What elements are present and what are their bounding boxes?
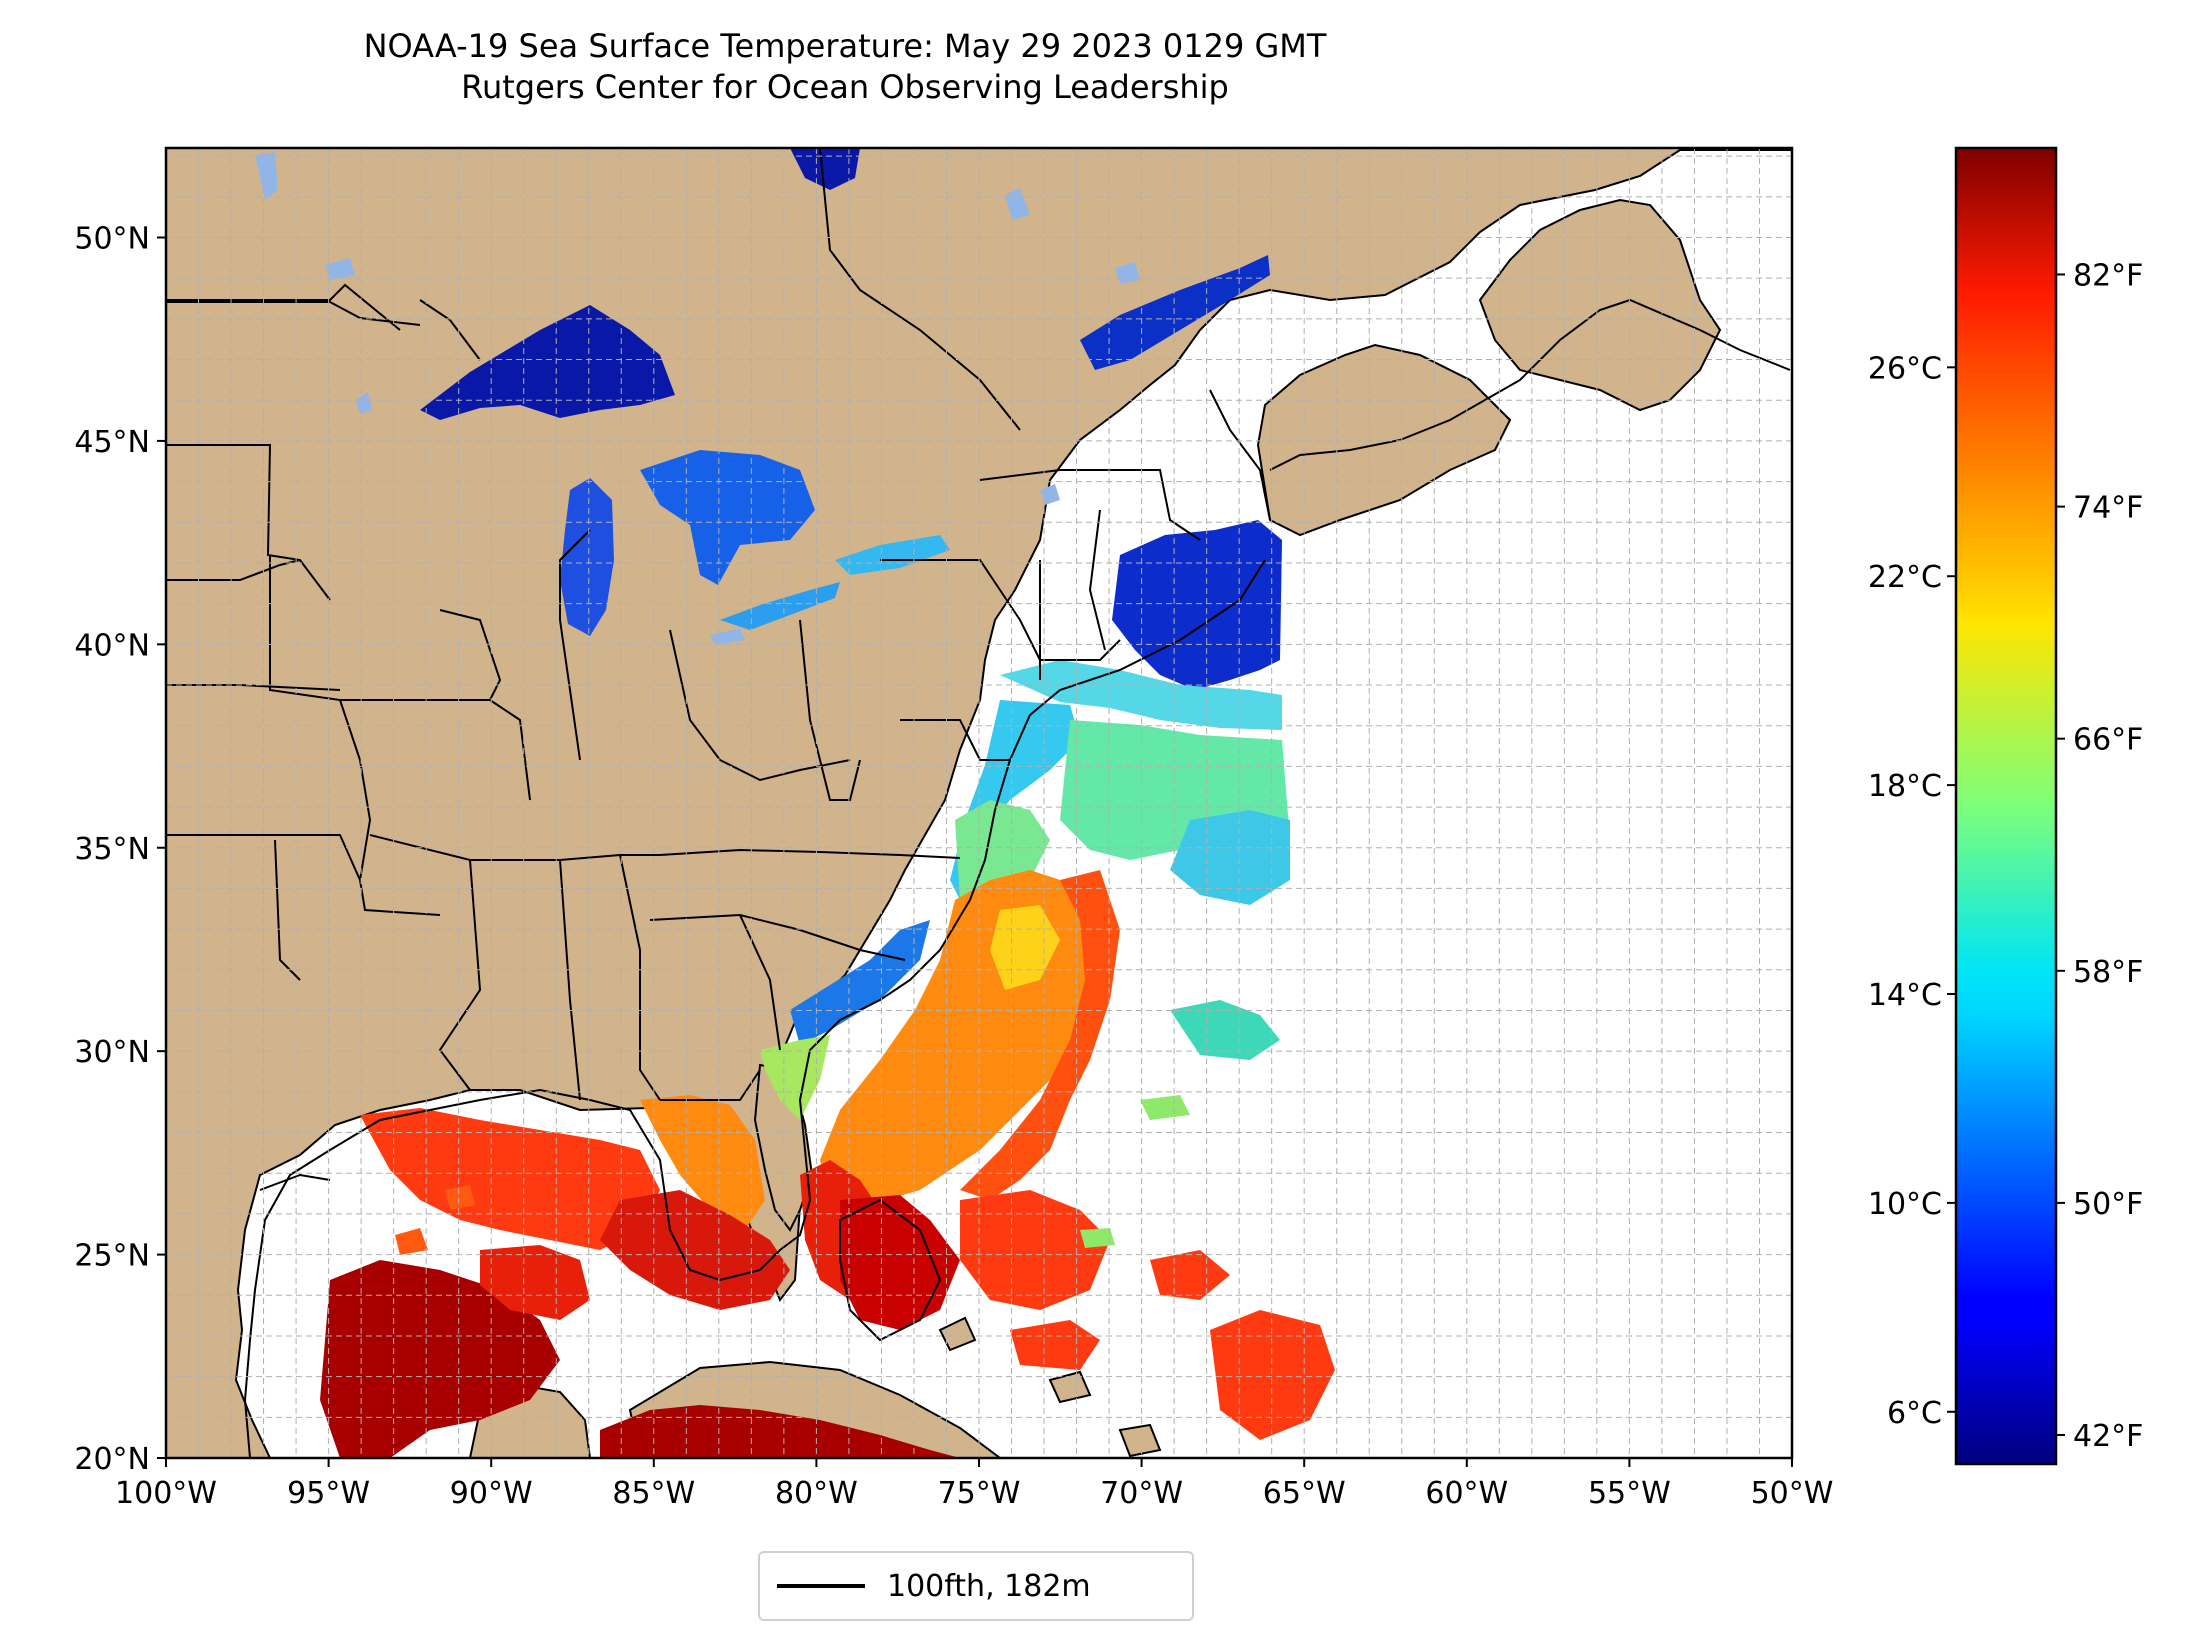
y-axis-ticks: 20°N 25°N 30°N 35°N 40°N 45°N 50°N bbox=[74, 222, 166, 1477]
colorbar-f-tick-label: 66°F bbox=[2073, 723, 2143, 758]
y-tick-label: 20°N bbox=[74, 1442, 150, 1477]
gulf-north-red bbox=[360, 1108, 660, 1250]
y-tick-label: 30°N bbox=[74, 1035, 150, 1070]
south-atlantic-sst bbox=[760, 870, 1335, 1440]
colorbar-c-tick-label: 10°C bbox=[1868, 1187, 1942, 1222]
political-boundaries bbox=[166, 148, 1271, 1101]
x-tick-label: 50°W bbox=[1751, 1476, 1834, 1511]
x-tick-label: 55°W bbox=[1588, 1476, 1671, 1511]
atlantic-patches bbox=[960, 1190, 1335, 1440]
bahamas-warm bbox=[840, 1195, 960, 1330]
x-tick-label: 70°W bbox=[1100, 1476, 1183, 1511]
x-tick-label: 75°W bbox=[938, 1476, 1021, 1511]
gulf-east-red bbox=[600, 1190, 790, 1310]
colorbar-f-tick-label: 42°F bbox=[2073, 1419, 2143, 1454]
colorbar-f-tick-label: 58°F bbox=[2073, 955, 2143, 990]
sargasso-red-orange bbox=[960, 870, 1120, 1200]
atlantic-cool-patches bbox=[1170, 1000, 1280, 1060]
x-tick-label: 95°W bbox=[287, 1476, 370, 1511]
gulf-west-fragment bbox=[395, 1185, 475, 1255]
caribbean-darkred bbox=[600, 1405, 960, 1458]
colorbar-gradient bbox=[1956, 148, 2056, 1464]
colorbar-c-tick-label: 26°C bbox=[1868, 351, 1942, 386]
title-line-1: NOAA-19 Sea Surface Temperature: May 29 … bbox=[363, 27, 1327, 65]
lake-superior bbox=[420, 305, 675, 420]
colorbar-c-tick-label: 6°C bbox=[1887, 1396, 1942, 1431]
legend-isobath-swatch bbox=[777, 1584, 865, 1588]
sargasso-yellow bbox=[990, 905, 1060, 990]
mid-atlantic-shelf bbox=[950, 700, 1080, 900]
great-lakes-sst bbox=[420, 148, 1270, 636]
land bbox=[166, 148, 1791, 1458]
legend-isobath-label: 100fth, 182m bbox=[887, 1568, 1091, 1604]
lake-huron bbox=[640, 450, 815, 585]
x-tick-label: 65°W bbox=[1263, 1476, 1346, 1511]
newfoundland-land bbox=[1478, 198, 1722, 412]
atlantic-green-patches bbox=[1080, 1095, 1190, 1248]
colorbar-f-tick-label: 82°F bbox=[2073, 258, 2143, 293]
offshore-cyan bbox=[1170, 810, 1290, 905]
y-tick-label: 35°N bbox=[74, 832, 150, 867]
colorbar-c-tick-label: 14°C bbox=[1868, 978, 1942, 1013]
x-tick-label: 60°W bbox=[1425, 1476, 1508, 1511]
colorbar-celsius-ticks: 6°C 10°C 14°C 18°C 22°C 26°C bbox=[1868, 351, 1956, 1431]
x-axis-ticks: 100°W 95°W 90°W 85°W 80°W 75°W 70°W 65°W 60°W 55°… bbox=[115, 1458, 1833, 1511]
x-tick-label: 100°W bbox=[115, 1476, 217, 1511]
colorbar: 6°C 10°C 14°C 18°C 22°C 26°C 42°F 50°F 58°F 66°F… bbox=[1868, 146, 2143, 1466]
colorbar-frame bbox=[1954, 146, 2058, 1466]
colorbar-c-tick-label: 22°C bbox=[1868, 560, 1942, 595]
lake-erie bbox=[720, 582, 840, 630]
lake-ontario bbox=[835, 535, 950, 575]
carolina-shelf-blue bbox=[790, 920, 930, 1045]
y-tick-label: 45°N bbox=[74, 425, 150, 460]
gulf-caribbean-sst bbox=[320, 1095, 960, 1458]
y-tick-label: 50°N bbox=[74, 222, 150, 257]
gulf-south-darkred bbox=[320, 1260, 560, 1458]
title-line-2: Rutgers Center for Ocean Observing Leade… bbox=[461, 68, 1229, 106]
legend: 100fth, 182m bbox=[758, 1551, 1194, 1621]
hudson-bay-sst bbox=[790, 148, 860, 190]
colorbar-fahrenheit-ticks: 42°F 50°F 58°F 66°F 74°F 82°F bbox=[2056, 258, 2143, 1454]
st-lawrence-sst bbox=[1080, 255, 1270, 370]
x-tick-label: 90°W bbox=[450, 1476, 533, 1511]
lake-michigan bbox=[560, 478, 614, 636]
canadian-maritimes-land bbox=[1256, 343, 1512, 537]
colorbar-c-tick-label: 18°C bbox=[1868, 769, 1942, 804]
y-tick-label: 25°N bbox=[74, 1239, 150, 1274]
chart-title: NOAA-19 Sea Surface Temperature: May 29 … bbox=[0, 26, 1690, 108]
west-florida-shelf bbox=[640, 1095, 765, 1230]
x-tick-label: 80°W bbox=[775, 1476, 858, 1511]
x-tick-label: 85°W bbox=[612, 1476, 695, 1511]
new-england-shelf bbox=[1000, 660, 1282, 730]
colorbar-f-tick-label: 74°F bbox=[2073, 491, 2143, 526]
south-atlantic-bight-green bbox=[760, 1035, 830, 1120]
map-panel: 100°W 95°W 90°W 85°W 80°W 75°W 70°W 65°W 60°W 55°… bbox=[74, 146, 1833, 1511]
y-tick-label: 40°N bbox=[74, 628, 150, 663]
gulf-central-red bbox=[480, 1245, 590, 1320]
colorbar-f-tick-label: 50°F bbox=[2073, 1187, 2143, 1222]
gridlines bbox=[166, 148, 1792, 1458]
